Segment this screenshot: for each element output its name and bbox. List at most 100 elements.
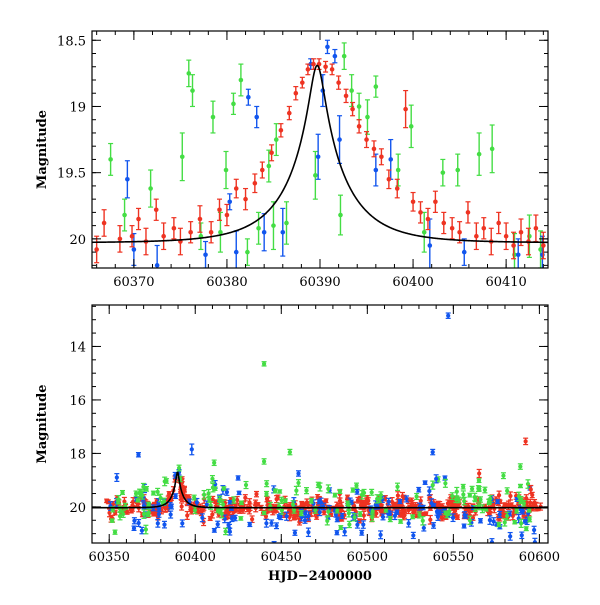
blue-data-point (427, 488, 432, 494)
red-data-point (454, 503, 459, 508)
red-data-point (436, 500, 441, 506)
red-data-point (323, 498, 329, 503)
red-data-point (286, 110, 292, 116)
blue-data-point (139, 528, 145, 533)
red-data-point (361, 513, 366, 518)
green-data-point (524, 526, 529, 531)
green-data-point (192, 495, 197, 500)
green-data-point (378, 492, 384, 498)
red-data-point (386, 176, 392, 182)
red-data-point (428, 517, 433, 522)
blue-data-point (228, 500, 233, 505)
red-data-point (374, 511, 379, 516)
green-data-point (256, 225, 261, 231)
red-data-point (329, 67, 335, 72)
blue-data-point (422, 480, 428, 485)
green-data-point (501, 473, 506, 478)
blue-data-point (236, 475, 241, 481)
green-data-point (108, 157, 113, 162)
red-data-point (395, 493, 401, 498)
blue-data-point (325, 44, 330, 50)
red-data-point (343, 93, 349, 99)
green-data-point (453, 497, 459, 502)
x-tick-label: 60450 (261, 550, 302, 565)
green-data-point (486, 499, 492, 505)
red-data-point (350, 106, 355, 112)
green-data-point (476, 478, 482, 483)
red-data-point (496, 220, 501, 226)
green-data-point (414, 494, 419, 499)
blue-data-point (261, 229, 267, 235)
green-data-point (223, 167, 229, 173)
green-data-point (454, 489, 459, 494)
blue-data-point (247, 522, 252, 527)
green-data-point (273, 137, 279, 142)
red-data-point (528, 487, 533, 492)
green-data-point (388, 517, 393, 522)
green-data-point (335, 508, 340, 513)
x-tick-label: 60400 (392, 275, 433, 290)
blue-data-point (136, 452, 141, 457)
green-data-point (207, 497, 212, 502)
blue-data-point (168, 512, 173, 517)
x-tick-label: 60500 (347, 550, 388, 565)
blue-data-point (173, 494, 178, 499)
green-data-point (461, 492, 466, 497)
red-data-point (345, 495, 350, 500)
red-data-point (255, 502, 261, 507)
x-tick-label: 60370 (113, 275, 154, 290)
red-data-point (117, 236, 123, 242)
green-data-point (514, 508, 519, 513)
blue-data-point (495, 499, 500, 504)
blue-data-point (155, 521, 160, 526)
red-data-point (418, 210, 423, 215)
green-data-point (264, 491, 269, 496)
green-data-point (370, 515, 375, 520)
green-data-point (138, 491, 143, 496)
green-data-point (133, 491, 139, 496)
green-data-point (518, 499, 523, 504)
green-data-point (110, 518, 115, 523)
blue-data-point (224, 490, 230, 495)
green-data-point (151, 490, 156, 496)
blue-data-point (315, 154, 321, 160)
green-data-point (231, 497, 236, 503)
blue-data-point (296, 471, 301, 476)
red-data-point (477, 471, 482, 476)
red-data-point (151, 511, 156, 516)
green-data-point (370, 509, 375, 514)
blue-data-point (339, 513, 345, 519)
green-data-point (190, 88, 195, 93)
red-data-point (264, 496, 270, 502)
green-data-point (146, 501, 151, 507)
green-data-point (356, 104, 362, 109)
red-data-point (122, 499, 127, 504)
blue-data-point (411, 533, 416, 538)
blue-data-point (373, 167, 379, 173)
blue-data-point (125, 176, 130, 182)
red-data-point (409, 502, 415, 507)
green-data-point (261, 510, 267, 516)
red-data-point (299, 501, 304, 506)
green-data-point (440, 170, 446, 175)
green-data-point (299, 510, 304, 516)
blue-data-point (446, 313, 451, 318)
green-data-point (519, 521, 524, 526)
x-axis-title: HJD−2400000 (268, 569, 372, 584)
blue-data-point (233, 249, 239, 255)
blue-data-point (168, 503, 173, 508)
green-data-point (341, 53, 347, 59)
plot-area (92, 39, 548, 268)
blue-data-point (194, 500, 199, 505)
green-data-point (332, 493, 338, 498)
green-data-point (538, 247, 543, 252)
blue-data-point (386, 499, 391, 504)
green-data-point (279, 508, 284, 513)
blue-data-point (431, 503, 436, 508)
green-data-point (326, 509, 331, 514)
x-tick-label: 60550 (433, 550, 474, 565)
red-data-point (278, 128, 284, 133)
red-data-point (167, 491, 172, 496)
red-data-point (421, 512, 426, 517)
